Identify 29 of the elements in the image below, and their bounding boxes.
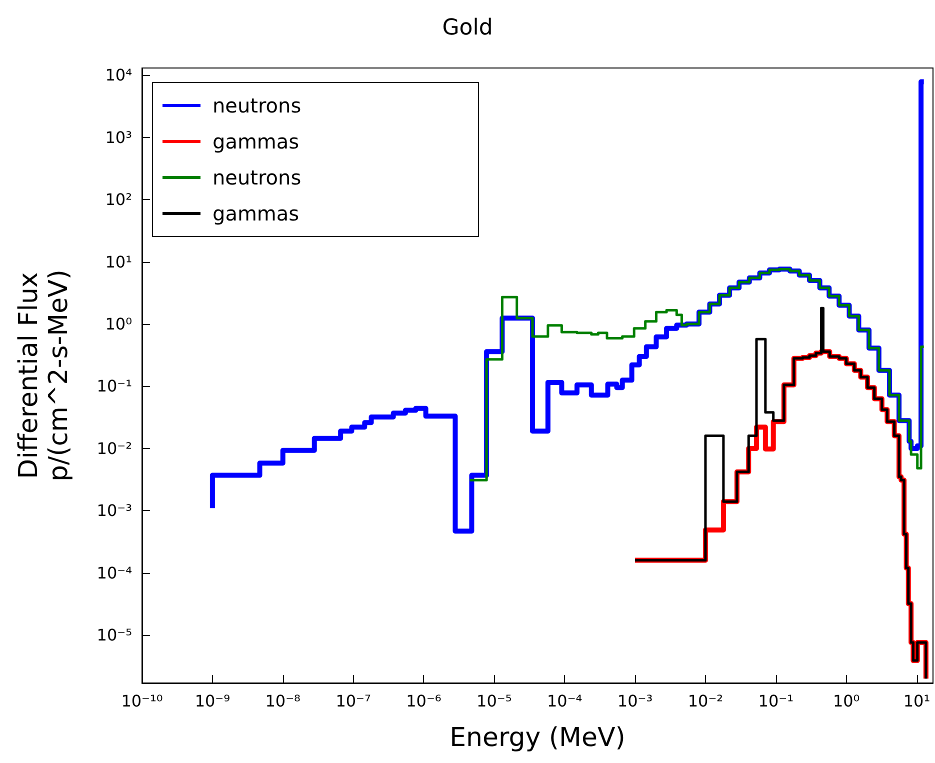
legend-label: gammas — [212, 130, 300, 154]
legend-label: neutrons — [212, 94, 302, 118]
x-tick-label: 10⁻⁸ — [265, 692, 300, 710]
x-axis-title: Energy (MeV) — [450, 723, 626, 753]
x-tick-label: 10⁻⁷ — [336, 692, 371, 710]
y-tick-label: 10⁻⁵ — [96, 626, 132, 645]
x-tick-label: 10⁻¹ — [758, 692, 794, 710]
y-tick-label: 10⁴ — [105, 66, 132, 85]
x-tick-label: 10⁻¹⁰ — [121, 692, 163, 710]
x-tick-label: 10⁻² — [688, 692, 724, 710]
x-tick-label: 10⁻⁵ — [476, 692, 512, 710]
y-tick-label: 10⁻⁴ — [96, 563, 132, 582]
y-tick-label: 10⁰ — [105, 314, 132, 334]
y-tick-label: 10⁻² — [96, 438, 132, 458]
chart-title: Gold — [442, 16, 493, 40]
x-tick-label: 10⁻⁹ — [194, 692, 230, 710]
y-tick-label: 10⁻¹ — [96, 376, 132, 396]
x-tick-label: 10⁻⁴ — [546, 692, 582, 710]
y-tick-label: 10³ — [105, 128, 132, 147]
legend-label: neutrons — [212, 166, 302, 190]
x-tick-label: 10¹ — [903, 692, 930, 710]
y-tick-label: 10² — [105, 190, 132, 210]
x-tick-label: 10⁻⁶ — [406, 692, 442, 710]
y-tick-label: 10⁻³ — [96, 501, 132, 520]
y-tick-label: 10¹ — [105, 252, 132, 272]
y-axis-title: Differential Flux p/(cm^2-s-MeV) — [14, 269, 74, 482]
x-tick-label: 10⁰ — [832, 692, 860, 710]
legend-label: gammas — [212, 202, 300, 226]
x-tick-label: 10⁻³ — [617, 692, 653, 710]
